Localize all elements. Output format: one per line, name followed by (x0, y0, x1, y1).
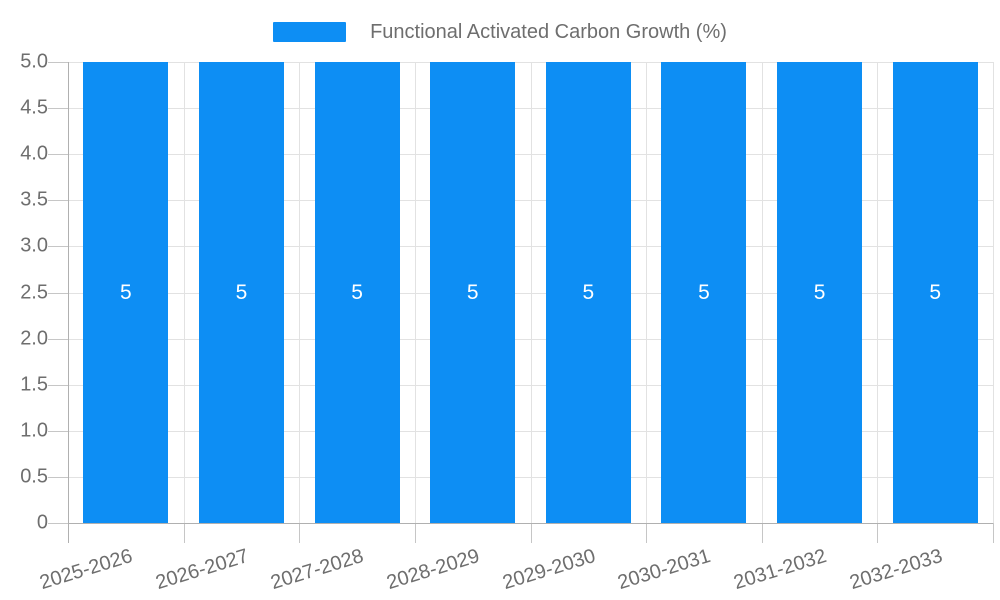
bar-value-label: 5 (582, 280, 595, 304)
v-gridline (299, 62, 301, 523)
x-axis-tick-label: 2029-2030 (499, 545, 598, 595)
bar[interactable] (777, 62, 863, 523)
v-gridline (877, 62, 879, 523)
legend-swatch[interactable] (273, 22, 347, 42)
x-axis-tick-label: 2031-2032 (731, 545, 829, 595)
y-axis-tick-label: 4.5 (20, 96, 48, 119)
bar-value-label: 5 (235, 280, 248, 304)
bar-value-label: 5 (119, 280, 132, 304)
y-tick-mark (48, 384, 68, 386)
x-tick-mark (993, 523, 994, 543)
x-tick-mark (183, 523, 185, 543)
y-tick-mark (48, 108, 68, 110)
bar[interactable] (430, 62, 516, 523)
x-axis-tick-label: 2028-2029 (384, 545, 483, 595)
x-tick-mark (530, 523, 532, 543)
x-axis-tick-label: 2025-2026 (37, 545, 136, 595)
bar-value-label: 5 (351, 280, 363, 304)
v-gridline (761, 62, 763, 523)
bar[interactable] (661, 62, 747, 523)
chart-legend[interactable]: Functional Activated Carbon Growth (%) (0, 20, 1000, 44)
y-tick-mark (48, 200, 68, 202)
y-axis-tick-label: 4.0 (20, 142, 48, 165)
y-tick-mark (48, 246, 68, 248)
v-gridline (646, 62, 648, 523)
bar-value-label: 5 (698, 280, 710, 304)
y-tick-mark (48, 523, 68, 524)
bar[interactable] (892, 62, 978, 523)
bar[interactable] (545, 62, 631, 523)
v-gridline (414, 62, 416, 523)
bar-value-label: 5 (813, 280, 826, 304)
y-tick-mark (48, 476, 68, 478)
v-gridline (530, 62, 532, 523)
y-tick-mark (48, 154, 68, 156)
x-tick-mark (299, 523, 301, 543)
v-gridline (183, 62, 185, 523)
x-axis-line (68, 523, 993, 524)
legend-label: Functional Activated Carbon Growth (%) (370, 20, 727, 43)
bar[interactable] (314, 62, 400, 523)
y-axis-tick-label: 0 (36, 511, 48, 534)
x-axis-tick-label: 2026-2027 (152, 545, 251, 595)
x-tick-mark (414, 523, 416, 543)
y-axis-line (68, 62, 69, 543)
bar[interactable] (198, 62, 284, 523)
y-tick-mark (48, 430, 68, 432)
y-axis-tick-label: 2.5 (20, 281, 48, 303)
y-axis-tick-label: 0.5 (20, 465, 48, 488)
y-axis-tick-label: 1.0 (20, 419, 48, 442)
x-tick-mark (761, 523, 763, 543)
y-axis-tick-label: 1.5 (20, 373, 48, 396)
y-axis-tick-label: 3.5 (20, 188, 48, 211)
bar-value-label: 5 (466, 280, 479, 304)
bar[interactable] (83, 62, 169, 523)
y-axis-tick-label: 5.0 (20, 50, 48, 73)
y-axis-tick-label: 2.0 (20, 327, 48, 350)
x-axis-tick-label: 2030-2031 (615, 545, 714, 595)
y-tick-mark (48, 292, 68, 294)
y-tick-mark (48, 338, 68, 340)
x-tick-mark (646, 523, 648, 543)
x-axis-tick-label: 2032-2033 (846, 545, 945, 595)
y-axis-tick-label: 3.0 (20, 234, 48, 257)
y-tick-mark (48, 62, 68, 63)
bar-value-label: 5 (929, 280, 942, 304)
v-gridline (993, 62, 994, 523)
x-tick-mark (877, 523, 879, 543)
x-axis-tick-label: 2027-2028 (268, 545, 367, 595)
